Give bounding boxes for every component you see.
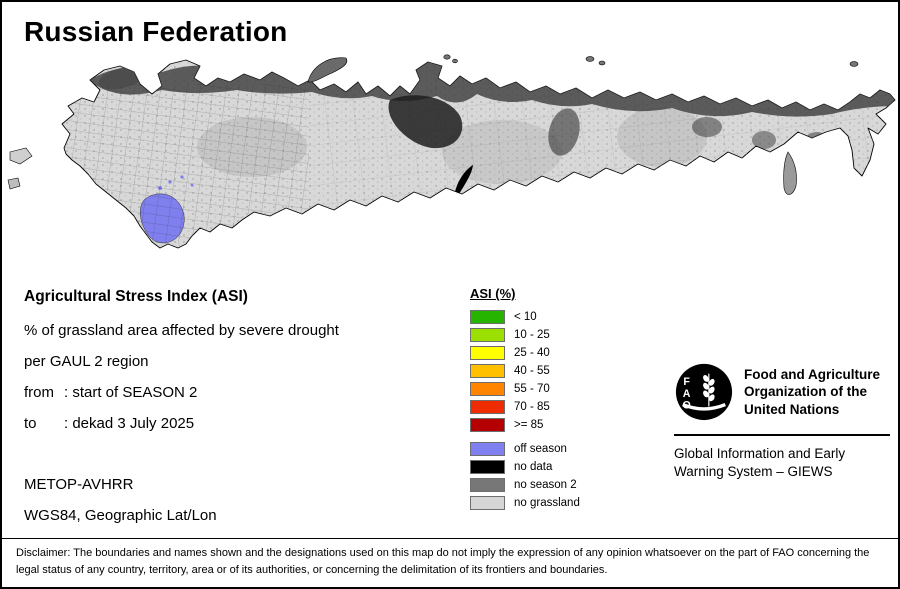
islands: [7, 54, 859, 195]
fao-logo-icon: F A O: [675, 363, 733, 421]
legend-label: no season 2: [514, 479, 577, 491]
legend-swatch: [470, 496, 505, 510]
fao-branding: F A O Food and Agriculture Organization …: [674, 362, 890, 422]
legend-swatch: [470, 400, 505, 414]
legend-item-ge85: >= 85: [470, 418, 580, 432]
legend-label: off season: [514, 443, 567, 455]
legend-swatch: [470, 328, 505, 342]
wheat-ear-glyph: [703, 373, 715, 407]
svg-text:A: A: [683, 388, 691, 400]
fao-block: F A O Food and Agriculture Organization …: [674, 362, 890, 481]
legend-swatch: [470, 310, 505, 324]
legend-item-70-85: 70 - 85: [470, 400, 580, 414]
legend-label: 10 - 25: [514, 329, 550, 341]
divider: [674, 434, 890, 436]
giews-label-line: Warning System – GIEWS: [674, 464, 833, 480]
legend-status-group: off season no data no season 2 no grassl…: [470, 442, 580, 510]
legend-label: 40 - 55: [514, 365, 550, 377]
fao-org-name-line: Food and Agriculture: [744, 366, 880, 382]
map-info-block: Agricultural Stress Index (ASI) % of gra…: [24, 288, 339, 538]
period-from-value: : start of SEASON 2: [64, 384, 198, 401]
svg-text:F: F: [683, 376, 690, 388]
period-from-label: from: [24, 384, 54, 401]
novaya-zemlya-island: [307, 57, 348, 83]
fao-org-name-line: United Nations: [744, 401, 840, 417]
legend-item-no-grassland: no grassland: [470, 496, 580, 510]
kaliningrad-exclave: [9, 147, 33, 165]
period-from: from : start of SEASON 2: [24, 384, 339, 401]
legend-item-lt10: < 10: [470, 310, 580, 324]
legend-label: no data: [514, 461, 553, 473]
disclaimer: Disclaimer: The boundaries and names sho…: [2, 538, 898, 587]
map-texture-layers: [62, 60, 895, 248]
fao-org-name-line: Organization of the: [744, 384, 867, 400]
legend-swatch: [470, 418, 505, 432]
sakhalin-island: [783, 151, 797, 195]
giews-label-line: Global Information and Early: [674, 446, 846, 461]
period-to-value: : dekad 3 July 2025: [64, 415, 195, 432]
legend-label: 55 - 70: [514, 383, 550, 395]
legend-swatch: [470, 478, 505, 492]
legend-swatch: [470, 346, 505, 360]
legend-item-off-season: off season: [470, 442, 580, 456]
sensor-name: METOP-AVHRR: [24, 476, 134, 493]
legend-label: no grassland: [514, 497, 580, 509]
legend-swatch: [470, 460, 505, 474]
gaul2-boundaries-east: [309, 60, 895, 227]
legend-swatch: [470, 442, 505, 456]
legend-label: >= 85: [514, 419, 544, 431]
legend-swatch: [470, 364, 505, 378]
asi-heading: Agricultural Stress Index (ASI): [24, 288, 248, 305]
fao-org-name: Food and Agriculture Organization of the…: [744, 366, 880, 419]
map-legend: ASI (%) < 10 10 - 25 25 - 40 40 - 55 55 …: [470, 286, 580, 514]
legend-item-40-55: 40 - 55: [470, 364, 580, 378]
legend-item-55-70: 55 - 70: [470, 382, 580, 396]
period-to-label: to: [24, 415, 37, 432]
asi-description-2: per GAUL 2 region: [24, 353, 149, 370]
gaul2-boundaries-west: [62, 84, 309, 244]
russia-asi-map: [7, 54, 896, 249]
legend-item-25-40: 25 - 40: [470, 346, 580, 360]
page-title: Russian Federation: [24, 16, 288, 47]
legend-label: < 10: [514, 311, 537, 323]
legend-item-no-data: no data: [470, 460, 580, 474]
legend-item-no-season-2: no season 2: [470, 478, 580, 492]
legend-title: ASI (%): [470, 286, 516, 301]
projection-name: WGS84, Geographic Lat/Lon: [24, 507, 217, 524]
legend-label: 25 - 40: [514, 347, 550, 359]
legend-swatch: [470, 382, 505, 396]
giews-label: Global Information and Early Warning Sys…: [674, 445, 890, 481]
asi-description-1: % of grassland area affected by severe d…: [24, 322, 339, 339]
period-to: to : dekad 3 July 2025: [24, 415, 339, 432]
legend-label: 70 - 85: [514, 401, 550, 413]
legend-item-10-25: 10 - 25: [470, 328, 580, 342]
